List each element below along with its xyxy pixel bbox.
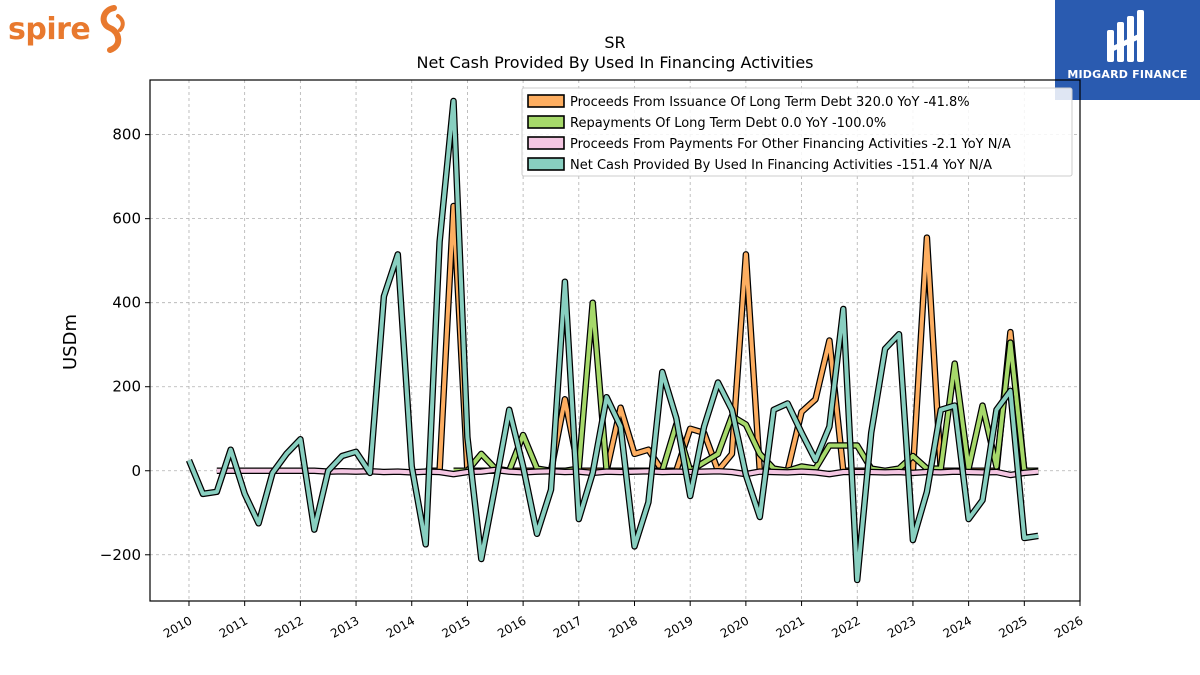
x-tick-label: 2010 [161,613,194,640]
x-tick-label: 2025 [996,613,1029,640]
x-tick-label: 2015 [439,613,472,640]
x-tick-label: 2026 [1052,613,1085,640]
y-tick-label: 800 [112,126,141,144]
legend-box [521,87,1073,177]
partner-logo: MIDGARD FINANCE [1055,0,1200,100]
x-tick-label: 2021 [774,613,807,640]
x-tick-label: 2014 [384,613,417,640]
chart-subtitle: Net Cash Provided By Used In Financing A… [416,53,813,72]
legend-swatch [527,136,565,150]
y-tick-label: 600 [112,210,141,228]
x-tick-label: 2023 [885,613,918,640]
y-tick-label: −200 [100,546,141,564]
legend-swatch [527,94,565,108]
y-tick-label: 200 [112,378,141,396]
x-tick-label: 2019 [662,613,695,640]
y-axis-label: USDm [60,314,81,370]
x-tick-label: 2017 [551,613,584,640]
series-line-3 [187,99,1039,582]
midgard-logo-icon [1107,10,1144,62]
x-tick-label: 2018 [607,613,640,640]
plot-frame [149,79,1081,602]
x-axis: 2010 2011 2012 2013 2014 2015 2016 2017 2018 2019… [161,601,1086,641]
legend-label: Proceeds From Issuance Of Long Term Debt… [570,95,970,110]
legend: Proceeds From Issuance Of Long Term Debt… [521,87,1073,177]
x-tick-label: 2011 [217,613,250,640]
y-axis: −200 0 200 400 600 800 [100,126,150,564]
y-tick-label: 0 [131,462,141,480]
x-tick-label: 2022 [829,613,862,640]
partner-name: MIDGARD FINANCE [1067,68,1188,81]
legend-label: Repayments Of Long Term Debt 0.0 YoY -10… [570,116,886,131]
y-tick-label: 400 [112,294,141,312]
legend-label: Net Cash Provided By Used In Financing A… [570,158,992,173]
x-tick-label: 2020 [718,613,751,640]
series-group [185,97,1039,584]
legend-swatch [527,157,565,171]
legend-label: Proceeds From Payments For Other Financi… [570,137,1011,152]
x-tick-label: 2024 [941,613,974,640]
chart-title: SR [604,33,625,52]
brand-name: spire [8,12,91,47]
spire-swirl-icon [100,5,125,53]
x-tick-label: 2012 [272,613,305,640]
x-tick-label: 2013 [328,613,361,640]
brand-logo: spire [4,4,139,56]
legend-swatch [527,115,565,129]
x-tick-label: 2016 [495,613,528,640]
